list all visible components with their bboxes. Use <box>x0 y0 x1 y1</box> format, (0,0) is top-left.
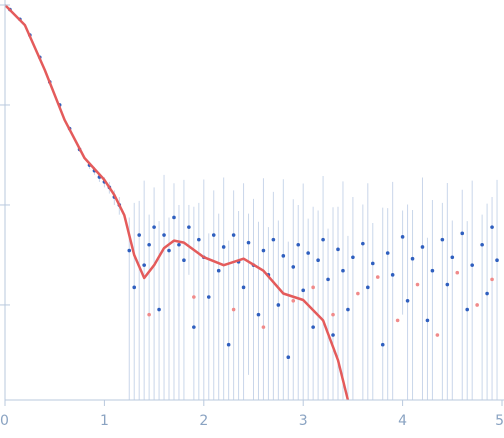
data-point <box>331 312 335 317</box>
data-point <box>276 303 281 307</box>
data-point <box>172 215 176 220</box>
data-point <box>351 255 355 260</box>
data-point <box>311 285 315 290</box>
data-point <box>455 270 460 275</box>
data-point <box>385 251 390 255</box>
data-point <box>490 277 494 282</box>
data-point <box>475 303 479 307</box>
data-point <box>370 261 375 266</box>
data-point <box>147 242 151 247</box>
data-point <box>261 325 266 329</box>
data-point <box>465 307 470 312</box>
data-point <box>311 325 315 329</box>
data-point <box>361 241 365 246</box>
data-point <box>291 265 296 269</box>
data-point <box>405 299 410 303</box>
data-point <box>256 312 261 317</box>
data-point <box>157 307 161 312</box>
data-point <box>226 342 231 347</box>
data-point <box>445 282 450 287</box>
data-point <box>182 258 186 263</box>
data-point <box>375 275 380 279</box>
data-point <box>341 268 345 273</box>
data-point <box>410 256 415 261</box>
data-point <box>197 237 201 242</box>
data-point <box>326 277 330 282</box>
data-point <box>221 245 226 249</box>
data-point <box>291 299 296 303</box>
data-point <box>177 242 181 247</box>
data-point <box>395 318 400 323</box>
data-point <box>147 312 151 317</box>
x-tick-label: 0 <box>0 413 9 429</box>
x-tick-label: 2 <box>199 413 208 429</box>
data-point <box>231 307 236 312</box>
data-point <box>192 325 196 329</box>
data-point <box>440 237 445 242</box>
plot-area <box>5 4 499 400</box>
data-point <box>246 240 251 245</box>
data-point <box>380 342 385 347</box>
data-point <box>430 268 435 273</box>
data-point <box>192 295 196 299</box>
data-point <box>356 291 360 296</box>
data-point <box>241 285 246 290</box>
data-point <box>480 242 484 247</box>
data-point <box>216 268 221 273</box>
data-point <box>450 255 455 260</box>
data-point <box>142 263 146 267</box>
data-point <box>495 258 499 263</box>
fit-line <box>5 4 350 400</box>
data-point <box>321 237 325 242</box>
x-tick-label: 1 <box>100 413 109 429</box>
data-point <box>137 233 141 237</box>
x-tick-label: 4 <box>398 413 407 429</box>
data-point <box>211 233 216 237</box>
data-point <box>301 288 306 293</box>
data-point <box>346 307 350 312</box>
data-point <box>390 273 395 277</box>
data-point <box>306 251 310 255</box>
data-point <box>206 295 211 299</box>
data-point <box>127 248 132 253</box>
data-point <box>336 247 340 252</box>
x-tick-label: 5 <box>495 413 504 429</box>
data-point <box>415 282 420 287</box>
data-point <box>132 285 137 290</box>
data-point <box>366 285 370 290</box>
data-point <box>490 225 494 229</box>
data-point <box>470 263 474 267</box>
data-point <box>420 245 425 249</box>
data-point <box>231 233 236 237</box>
data-point <box>485 291 489 296</box>
data-point <box>152 225 156 229</box>
data-point <box>425 318 430 323</box>
axes: 0 1 2 3 4 5 <box>0 0 504 429</box>
x-tick-label: 3 <box>299 413 308 429</box>
data-point <box>286 355 291 360</box>
data-point <box>187 225 191 229</box>
data-point <box>460 231 465 236</box>
data-point <box>162 233 166 237</box>
data-point <box>316 258 320 263</box>
data-point <box>167 248 171 253</box>
data-point <box>331 333 335 337</box>
data-point <box>281 254 286 258</box>
data-point <box>271 237 276 242</box>
data-point <box>435 333 440 337</box>
data-point <box>296 242 301 247</box>
data-point <box>261 248 266 253</box>
data-point <box>400 235 405 239</box>
